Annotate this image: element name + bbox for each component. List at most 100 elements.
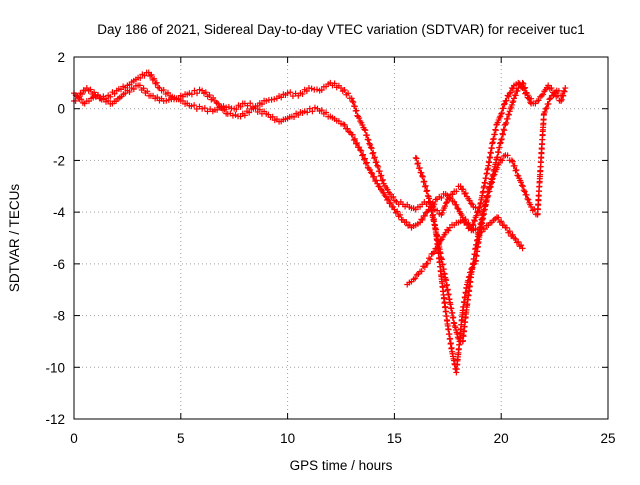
x-tick-label: 5 xyxy=(177,431,185,446)
data-point xyxy=(499,157,506,164)
data-point xyxy=(514,87,521,94)
data-point xyxy=(387,191,394,198)
data-point xyxy=(351,103,358,110)
data-point xyxy=(419,173,426,180)
axis-ticks xyxy=(73,56,609,420)
data-point xyxy=(500,126,507,133)
data-point xyxy=(367,144,374,151)
data-point xyxy=(341,86,348,93)
data-point xyxy=(390,193,397,200)
data-point xyxy=(427,256,434,263)
data-point xyxy=(503,224,510,231)
data-point xyxy=(486,184,493,191)
data-point xyxy=(535,97,542,104)
data-points xyxy=(71,69,569,376)
data-point xyxy=(524,195,531,202)
y-tick-label: 2 xyxy=(57,50,65,65)
data-point xyxy=(271,96,278,103)
data-point xyxy=(558,97,565,104)
data-point xyxy=(466,197,473,204)
data-point xyxy=(485,185,492,192)
data-point xyxy=(521,85,528,92)
data-point xyxy=(418,169,425,176)
data-point xyxy=(87,86,94,93)
data-point xyxy=(126,88,133,95)
data-point xyxy=(560,92,567,99)
data-point xyxy=(426,255,433,262)
data-point xyxy=(548,85,555,92)
data-point xyxy=(443,277,450,284)
data-point xyxy=(423,209,430,216)
data-point xyxy=(284,90,291,97)
data-point xyxy=(91,89,98,96)
data-point xyxy=(506,111,513,118)
data-point xyxy=(473,212,480,219)
data-point xyxy=(218,103,225,110)
data-point xyxy=(449,309,456,316)
data-point xyxy=(498,136,505,143)
data-point xyxy=(75,94,82,101)
data-point xyxy=(498,136,505,143)
y-tick-label: -10 xyxy=(45,360,65,375)
data-point xyxy=(504,152,511,159)
data-point xyxy=(107,93,114,100)
data-point xyxy=(374,180,381,187)
data-point xyxy=(525,196,532,203)
data-point xyxy=(512,167,519,174)
data-point xyxy=(512,92,519,99)
data-point xyxy=(318,87,325,94)
data-point xyxy=(431,249,438,256)
data-point xyxy=(518,242,525,249)
data-point xyxy=(356,115,363,122)
data-point xyxy=(513,167,520,174)
data-point xyxy=(442,303,449,310)
data-point xyxy=(484,194,491,201)
data-point xyxy=(419,172,426,179)
data-point xyxy=(469,201,476,208)
data-point xyxy=(453,188,460,195)
data-point xyxy=(453,201,460,208)
data-point xyxy=(303,88,310,95)
y-tick-label: 0 xyxy=(57,102,65,117)
data-point xyxy=(111,90,118,97)
data-point xyxy=(287,89,294,96)
data-point xyxy=(362,160,369,167)
data-point xyxy=(130,86,137,93)
data-point xyxy=(421,178,428,185)
data-point xyxy=(414,160,421,167)
data-point xyxy=(423,260,430,267)
data-point xyxy=(461,299,468,306)
data-point xyxy=(349,98,356,105)
data-point xyxy=(308,85,315,92)
data-point xyxy=(422,183,429,190)
data-point xyxy=(376,183,383,190)
data-point xyxy=(357,147,364,154)
data-point xyxy=(191,102,198,109)
series-track-e xyxy=(429,79,535,345)
data-point xyxy=(475,208,482,215)
x-tick-label: 15 xyxy=(387,431,402,446)
data-point xyxy=(492,127,499,134)
data-point xyxy=(368,145,375,152)
data-point xyxy=(519,245,526,252)
data-point xyxy=(202,89,209,96)
data-point xyxy=(201,105,208,112)
data-point xyxy=(469,221,476,228)
data-point xyxy=(155,84,162,91)
data-point xyxy=(378,172,385,179)
data-point xyxy=(447,340,454,347)
data-point xyxy=(470,222,477,229)
data-point xyxy=(501,101,508,108)
data-point xyxy=(258,101,265,108)
data-point xyxy=(351,135,358,142)
data-point xyxy=(496,219,503,226)
data-point xyxy=(446,331,453,338)
data-point xyxy=(562,85,569,92)
x-axis-label: GPS time / hours xyxy=(290,458,393,473)
data-point xyxy=(486,159,493,166)
data-point xyxy=(445,291,452,298)
data-point xyxy=(509,158,516,165)
data-point xyxy=(416,164,423,171)
data-point xyxy=(498,218,505,225)
data-point xyxy=(451,323,458,330)
